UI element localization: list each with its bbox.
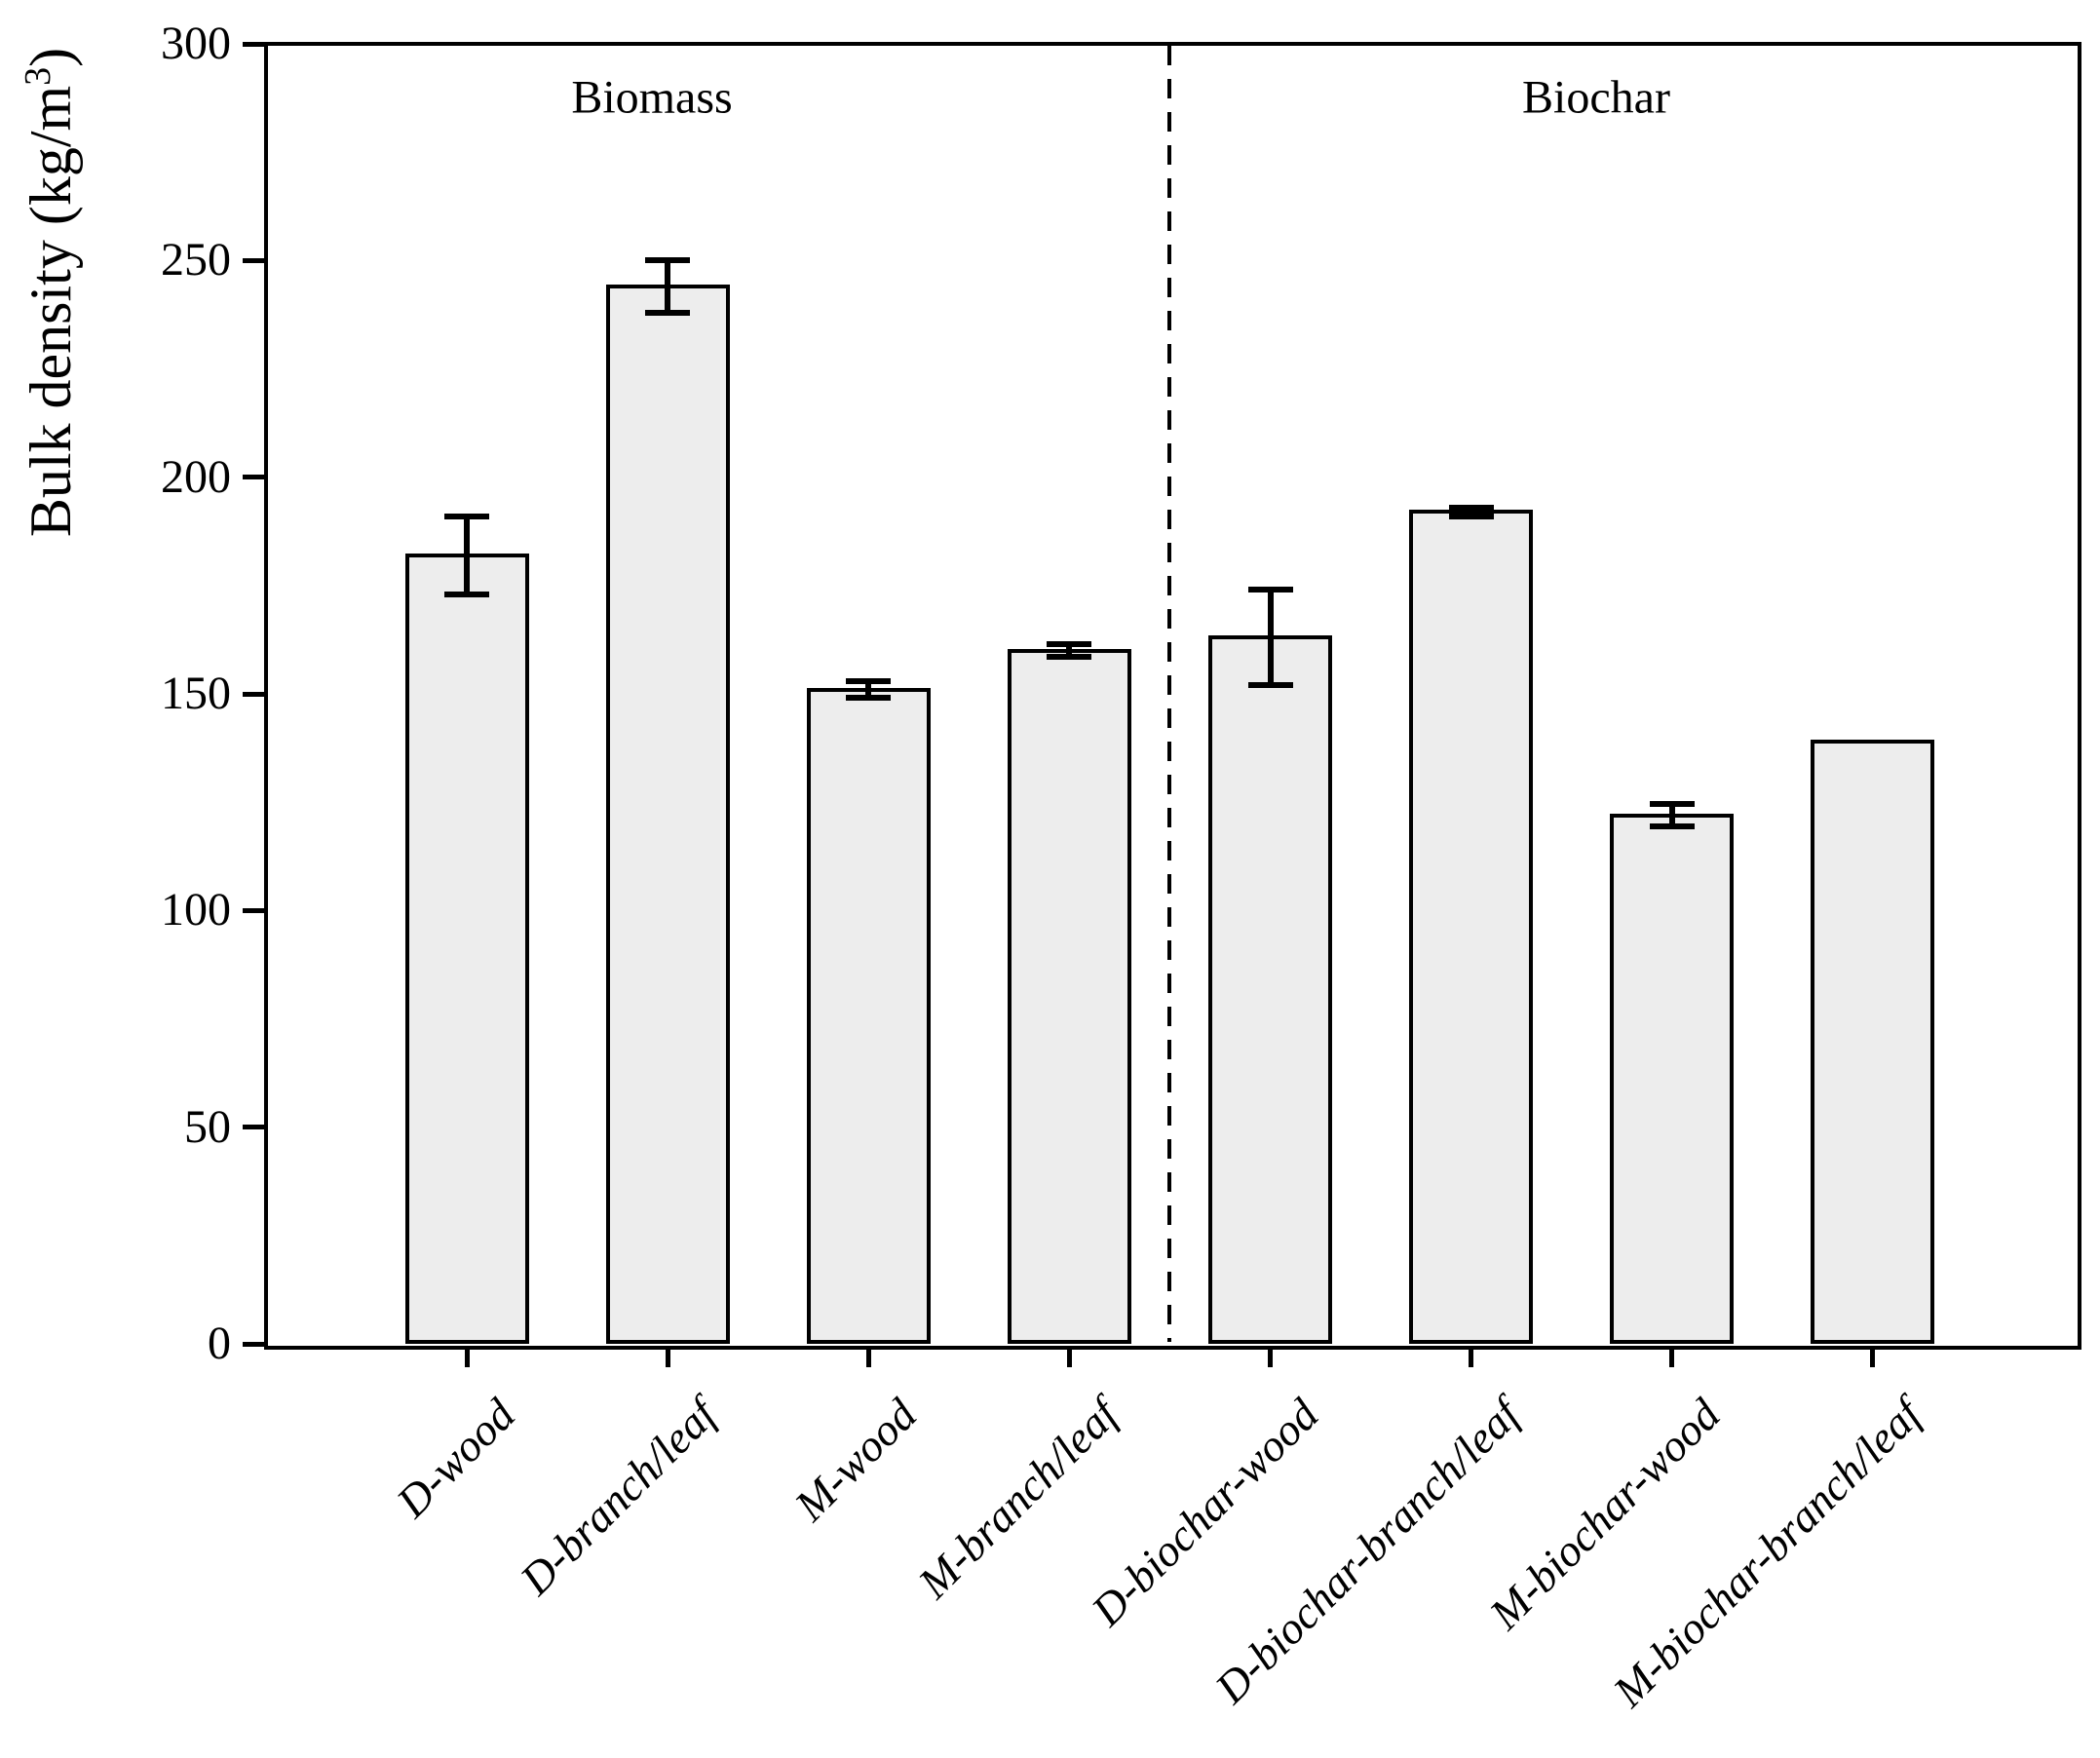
y-tick-label: 0 [208,1318,231,1369]
error-bar-cap-bottom [645,309,691,316]
error-bar-cap-top [645,257,691,264]
bar-D-wood [404,553,529,1344]
error-bar-cap-top [1649,801,1695,808]
x-tick-label: M-branch/leaf [908,1389,1127,1608]
x-axis-tick [1066,1346,1072,1367]
bar-D-biochar-branch/leaf [1409,510,1534,1344]
error-bar-line [665,260,671,313]
x-axis-tick [1669,1346,1675,1367]
y-axis-title-text: Bulk density (kg/m [19,85,83,538]
y-axis-tick [243,1125,264,1130]
bar-M-biochar-wood [1610,813,1735,1344]
error-bar-cap-top [1047,640,1092,647]
error-bar-line [865,680,872,699]
group-label-biochar: Biochar [1522,71,1670,124]
error-bar-cap-bottom [444,591,490,597]
bar-M-wood [806,687,931,1344]
y-axis-tick [243,691,264,697]
y-tick-label: 200 [161,450,231,503]
x-axis-tick [865,1346,871,1367]
x-axis-tick [665,1346,670,1367]
x-tick-label: D-branch/leaf [510,1389,726,1605]
error-bar-cap-bottom [1448,513,1494,519]
y-axis-tick [243,41,264,47]
error-bar-cap-top [1247,587,1293,593]
x-tick-label: D-wood [387,1389,524,1527]
bar-D-biochar-wood [1208,635,1333,1344]
error-bar-line [1066,643,1073,658]
error-bar-line [464,516,471,594]
error-bar-cap-bottom [1047,654,1092,661]
y-axis-title-close-paren: ) [19,47,83,67]
error-bar-cap-top [1448,504,1494,511]
y-axis-tick [243,475,264,480]
group-label-biomass: Biomass [571,71,733,124]
plot-area [264,42,2081,1350]
x-axis-tick [1469,1346,1474,1367]
bar-D-branch/leaf [605,285,730,1344]
y-tick-label: 250 [161,234,231,287]
error-bar-cap-top [444,513,490,519]
error-bar-line [1668,804,1675,826]
error-bar-cap-top [846,677,892,684]
y-axis-title-superscript: 3 [18,66,58,86]
error-bar-line [1468,507,1474,516]
error-bar-line [1267,590,1274,686]
error-bar-cap-bottom [1247,682,1293,689]
group-divider-line [1167,46,1171,1342]
y-tick-label: 50 [184,1100,231,1153]
x-axis-tick [1268,1346,1274,1367]
x-axis-tick [464,1346,470,1367]
y-axis-tick [243,1341,264,1347]
y-tick-label: 300 [161,18,231,69]
y-tick-label: 100 [161,884,231,936]
y-axis-tick [243,907,264,913]
x-tick-label: M-wood [784,1389,927,1531]
bar-M-branch/leaf [1007,648,1131,1344]
bar-M-biochar-branch/leaf [1811,739,1935,1344]
y-axis-tick [243,257,264,263]
x-axis-tick [1870,1346,1876,1367]
error-bar-cap-bottom [1649,822,1695,829]
error-bar-cap-bottom [846,695,892,702]
y-tick-label: 150 [161,668,231,719]
